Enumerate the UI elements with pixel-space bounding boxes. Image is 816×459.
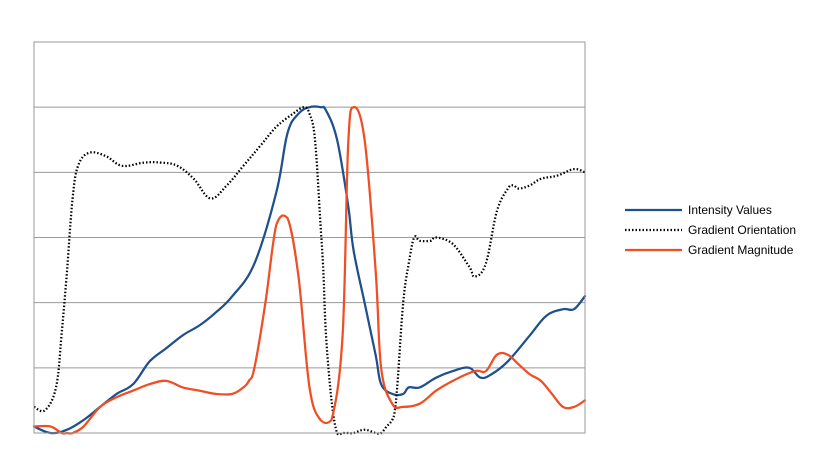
legend: Intensity Values Gradient Orientation Grad… — [625, 203, 796, 257]
legend-label-gradient-magnitude: Gradient Magnitude — [688, 243, 794, 257]
gridlines — [34, 106, 585, 369]
plot-area-border — [33, 41, 586, 434]
legend-label-gradient-orientation: Gradient Orientation — [688, 223, 796, 237]
series-line-gradient-magnitude — [32, 105, 587, 435]
series-line-intensity-values — [32, 105, 587, 435]
series-lines — [32, 105, 587, 436]
legend-label-intensity-values: Intensity Values — [688, 203, 772, 217]
